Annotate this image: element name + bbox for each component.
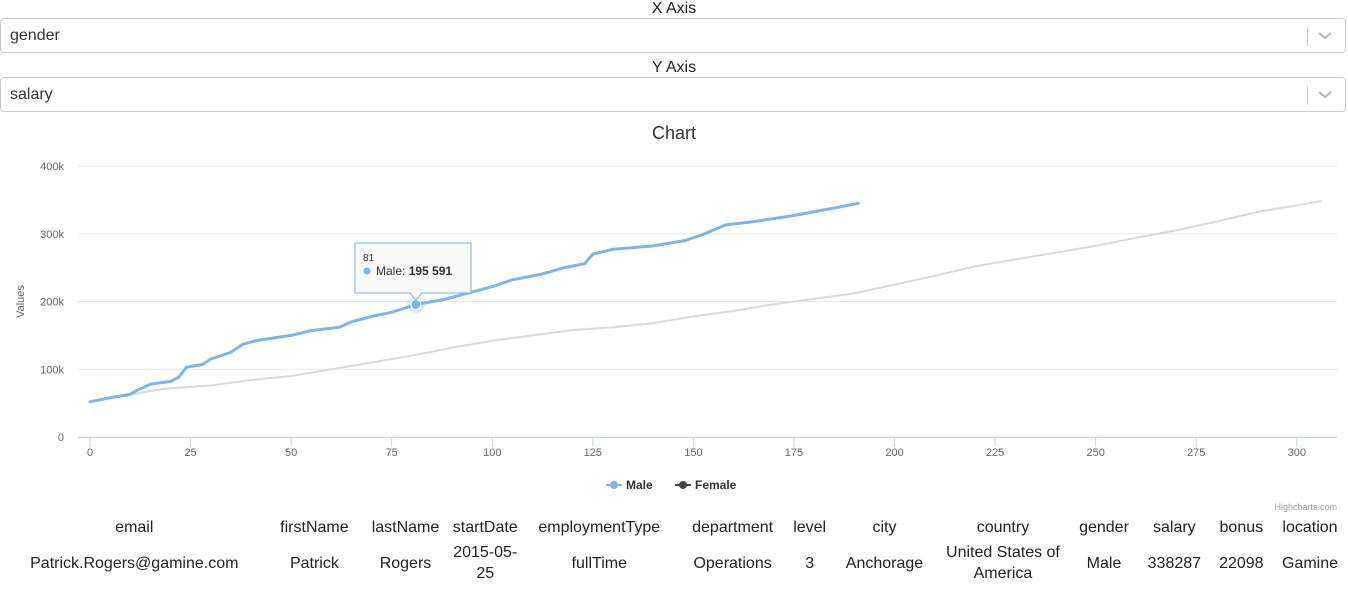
column-header-city: city — [872, 519, 897, 536]
cell-bonus: 22098 — [1219, 554, 1264, 572]
cell-department: Operations — [693, 554, 772, 572]
y-tick-label: 100k — [40, 364, 64, 376]
x-tick-label: 50 — [285, 447, 297, 459]
column-header-firstName: firstName — [280, 519, 349, 536]
x-tick-label: 300 — [1288, 447, 1306, 459]
table-header-row: email firstName lastName startDate employmen… — [0, 516, 1348, 540]
x-tick-label: 150 — [684, 447, 702, 459]
data-table: email firstName lastName startDate employmen… — [0, 516, 1348, 586]
legend-symbol-marker — [610, 481, 618, 489]
x-tick-label: 0 — [87, 447, 93, 459]
table-row: Patrick.Rogers@gamine.com Patrick Rogers 20… — [0, 540, 1348, 586]
cell-gender: Male — [1086, 554, 1122, 572]
chevron-down-icon[interactable] — [1315, 84, 1335, 104]
tooltip-header: 81 — [363, 253, 375, 264]
tooltip-box — [354, 242, 472, 301]
column-header-location: location — [1282, 519, 1338, 536]
chart[interactable]: Chart 0 100k 200k 300k 400k Values 0 25 50 75 100 12… — [0, 114, 1348, 518]
y-tick-label: 400k — [40, 161, 64, 173]
x-tick-label: 25 — [184, 447, 196, 459]
legend-item-male[interactable]: Male — [606, 478, 653, 492]
chevron-down-icon[interactable] — [1315, 25, 1335, 45]
column-header-department: department — [692, 519, 774, 536]
column-header-employmentType: employmentType — [538, 519, 661, 536]
x-tick-label: 125 — [584, 447, 602, 459]
y-axis-select-value: salary — [10, 86, 53, 103]
y-axis-title: Values — [15, 285, 27, 318]
column-header-email: email — [115, 519, 154, 536]
cell-startDate: 2015-05-25 — [453, 544, 518, 582]
column-header-lastName: lastName — [371, 519, 440, 536]
cell-salary: 338287 — [1147, 554, 1202, 572]
tooltip-value-line: Male: 195 591 — [376, 264, 452, 278]
tooltip-series-name: Male: — [376, 264, 409, 278]
table-body: Patrick.Rogers@gamine.com Patrick Rogers 20… — [0, 540, 1348, 586]
x-tick-label: 225 — [986, 447, 1004, 459]
x-axis-select[interactable]: gender — [0, 18, 1346, 53]
y-tick-label: 300k — [40, 229, 64, 241]
select-separator — [1307, 86, 1308, 105]
tooltip-value: 195 591 — [409, 264, 453, 278]
hover-point — [410, 298, 422, 310]
cell-email: Patrick.Rogers@gamine.com — [30, 554, 239, 572]
chart-svg: Chart 0 100k 200k 300k 400k Values 0 25 50 75 100 12… — [15, 123, 1337, 512]
x-axis-select-value: gender — [10, 27, 60, 44]
legend-label: Male — [626, 478, 653, 492]
x-tick-label: 275 — [1187, 447, 1205, 459]
column-header-startDate: startDate — [452, 519, 518, 536]
cell-lastName: Rogers — [379, 554, 432, 572]
cell-firstName: Patrick — [289, 554, 339, 572]
cell-location: Gamine — [1281, 554, 1338, 572]
column-header-country: country — [976, 519, 1030, 536]
column-header-salary: salary — [1153, 519, 1196, 536]
column-header-level: level — [793, 519, 827, 536]
select-separator — [1307, 27, 1308, 46]
cell-level: 3 — [805, 554, 815, 572]
cell-country: United States of America — [946, 544, 1060, 582]
legend-symbol-marker — [679, 481, 687, 489]
column-header-gender: gender — [1079, 519, 1129, 536]
y-axis-select[interactable]: salary — [0, 77, 1346, 112]
chart-title: Chart — [652, 123, 696, 143]
credits-link: Highcharts.com — [1274, 502, 1337, 512]
x-axis-select-label: X Axis — [651, 0, 697, 17]
legend-item-female[interactable]: Female — [675, 478, 737, 492]
y-tick-label: 0 — [58, 432, 64, 444]
x-tick-label: 250 — [1086, 447, 1104, 459]
y-tick-label: 200k — [40, 297, 64, 309]
series-line-male — [88, 201, 860, 404]
x-tick-label: 100 — [483, 447, 501, 459]
x-tick-label: 200 — [885, 447, 903, 459]
cell-employmentType: fullTime — [571, 554, 627, 572]
cell-city: Anchorage — [845, 554, 924, 572]
x-tick-label: 175 — [785, 447, 803, 459]
legend-label: Female — [695, 478, 737, 492]
y-axis-select-label: Y Axis — [651, 59, 697, 76]
series-line-female — [89, 200, 1322, 403]
tooltip-marker — [363, 267, 371, 275]
x-tick-label: 75 — [386, 447, 398, 459]
column-header-bonus: bonus — [1219, 519, 1264, 536]
